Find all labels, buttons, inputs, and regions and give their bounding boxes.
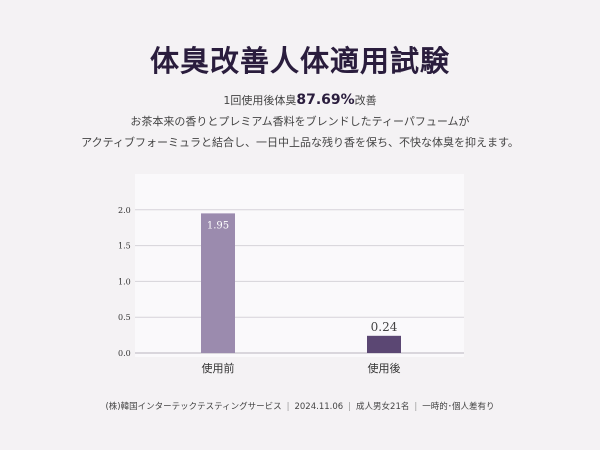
bar-1 — [201, 213, 235, 353]
y-tick-label: 0.0 — [118, 349, 131, 358]
chart-plot-area — [135, 174, 464, 357]
footer-separator: | — [286, 402, 290, 412]
y-tick-label: 2.0 — [118, 206, 131, 215]
description-line-2: アクティブフォーミュラと結合し、一日中上品な残り香を保ち、不快な体臭を抑えます。 — [81, 136, 519, 149]
headline-percent: 87.69% — [296, 92, 355, 108]
x-category-label: 使用前 — [202, 361, 235, 375]
y-tick-label: 0.5 — [118, 313, 131, 322]
description-line-1: お茶本来の香りとプレミアム香料をブレンドしたティーパフュームが — [130, 115, 470, 128]
footer-date: 2024.11.06 — [294, 402, 344, 412]
data-label: 0.24 — [371, 320, 398, 334]
footer-subjects: 成人男女21名 — [356, 402, 410, 412]
page-title: 体臭改善人体適用試験 — [149, 44, 450, 78]
result-headline: 1回使用後体臭87.69%改善 — [0, 92, 600, 108]
footer-separator: | — [348, 402, 352, 412]
headline-prefix: 1回使用後体臭 — [223, 94, 297, 107]
data-label: 1.95 — [207, 220, 229, 231]
y-tick-label: 1.5 — [118, 242, 131, 251]
headline-suffix: 改善 — [354, 94, 377, 107]
footer-note: (株)韓国インターテックテスティングサービス | 2024.11.06 | 成人男女21… — [0, 400, 600, 412]
x-category-label: 使用後 — [368, 361, 401, 375]
footer-disclaimer: 一時的･個人差有り — [422, 402, 495, 412]
footer-separator: | — [414, 402, 418, 412]
y-tick-label: 1.0 — [118, 277, 131, 286]
footer-tester: (株)韓国インターテックテスティングサービス — [105, 402, 282, 412]
bar-2 — [367, 335, 401, 353]
